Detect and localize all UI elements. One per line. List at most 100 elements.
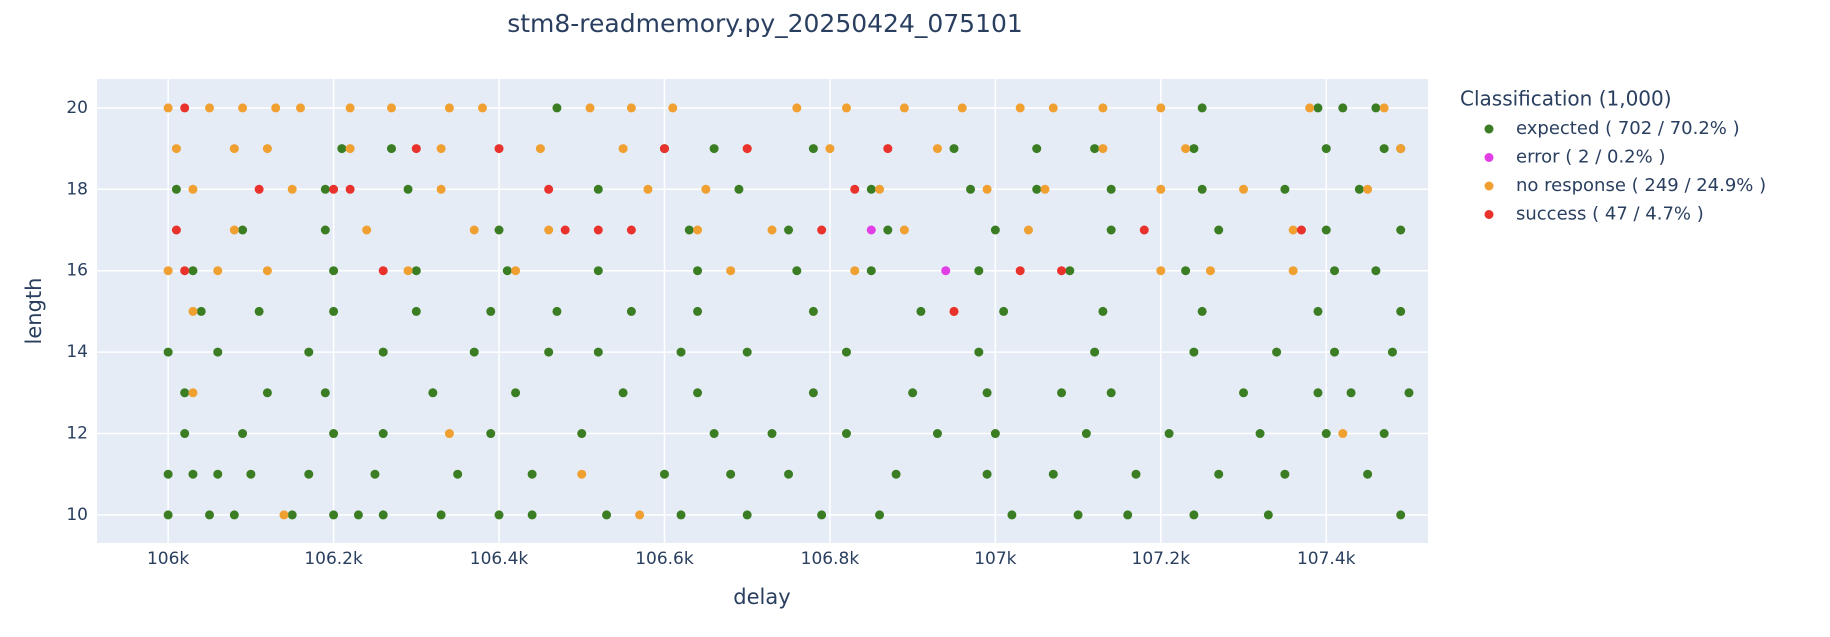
plot-area xyxy=(97,79,1428,543)
data-point xyxy=(1139,225,1149,235)
data-point xyxy=(1363,469,1373,479)
legend-title: Classification (1,000) xyxy=(1460,87,1672,111)
data-point xyxy=(188,306,198,316)
data-point xyxy=(378,266,388,276)
data-point xyxy=(238,429,248,439)
data-point xyxy=(213,347,223,357)
data-point xyxy=(436,144,446,154)
data-point xyxy=(1081,429,1091,439)
data-point xyxy=(1346,388,1356,398)
data-point xyxy=(477,103,487,113)
data-point xyxy=(990,225,1000,235)
data-point xyxy=(883,144,893,154)
legend-marker xyxy=(1484,153,1494,162)
data-point xyxy=(1057,388,1067,398)
data-point xyxy=(941,266,951,276)
data-point xyxy=(1296,225,1306,235)
data-point xyxy=(585,103,595,113)
data-point xyxy=(345,103,355,113)
y-tick-label: 12 xyxy=(66,424,88,444)
data-point xyxy=(494,144,504,154)
data-point xyxy=(1272,347,1282,357)
data-point xyxy=(792,103,802,113)
data-point xyxy=(1338,103,1348,113)
data-point xyxy=(643,184,653,194)
data-point xyxy=(403,266,413,276)
data-point xyxy=(875,184,885,194)
data-point xyxy=(593,347,603,357)
data-point xyxy=(1396,144,1406,154)
data-point xyxy=(784,469,794,479)
data-point xyxy=(262,144,272,154)
data-point xyxy=(345,184,355,194)
data-point xyxy=(163,347,173,357)
data-point xyxy=(1330,347,1340,357)
data-point xyxy=(841,103,851,113)
data-point xyxy=(180,388,190,398)
data-point xyxy=(163,266,173,276)
data-point xyxy=(1189,347,1199,357)
data-point xyxy=(1065,266,1075,276)
data-point xyxy=(1280,469,1290,479)
y-tick-label: 14 xyxy=(66,342,88,362)
data-point xyxy=(891,469,901,479)
y-tick-label: 20 xyxy=(66,98,88,118)
data-point xyxy=(875,510,885,520)
data-point xyxy=(1379,144,1389,154)
data-point xyxy=(684,225,694,235)
data-point xyxy=(271,103,281,113)
data-point xyxy=(469,347,479,357)
data-point xyxy=(494,510,504,520)
data-point xyxy=(1106,388,1116,398)
data-point xyxy=(1321,429,1331,439)
legend: expected ( 702 / 70.2% ) error ( 2 / 0.2%… xyxy=(1484,118,1766,225)
data-point xyxy=(213,469,223,479)
data-point xyxy=(188,388,198,398)
x-tick-label: 107.2k xyxy=(1132,549,1191,569)
data-point xyxy=(1214,469,1224,479)
data-point xyxy=(932,429,942,439)
data-point xyxy=(163,510,173,520)
data-point xyxy=(577,469,587,479)
data-point xyxy=(1288,266,1298,276)
data-point xyxy=(866,225,876,235)
data-point xyxy=(932,144,942,154)
legend-marker xyxy=(1484,181,1494,191)
data-point xyxy=(850,266,860,276)
data-point xyxy=(1214,225,1224,235)
data-point xyxy=(982,388,992,398)
data-point xyxy=(1197,103,1207,113)
data-point xyxy=(1032,184,1042,194)
data-point xyxy=(742,144,752,154)
data-point xyxy=(1040,184,1050,194)
data-point xyxy=(676,347,686,357)
data-point xyxy=(345,144,355,154)
data-point xyxy=(254,306,264,316)
data-point xyxy=(544,225,554,235)
data-point xyxy=(337,144,347,154)
data-point xyxy=(180,266,190,276)
data-point xyxy=(635,510,645,520)
data-point xyxy=(1106,184,1116,194)
data-point xyxy=(287,184,297,194)
x-tick-label: 106.8k xyxy=(801,549,860,569)
data-point xyxy=(1371,266,1381,276)
data-point xyxy=(1156,266,1166,276)
data-point xyxy=(163,103,173,113)
data-point xyxy=(668,103,678,113)
data-point xyxy=(246,469,256,479)
data-point xyxy=(378,347,388,357)
data-point xyxy=(792,266,802,276)
data-point xyxy=(205,510,215,520)
data-point xyxy=(320,388,330,398)
y-tick-label: 18 xyxy=(66,179,88,199)
data-point xyxy=(378,429,388,439)
data-point xyxy=(436,184,446,194)
data-point xyxy=(1057,266,1067,276)
data-point xyxy=(693,388,703,398)
data-point xyxy=(1321,144,1331,154)
data-point xyxy=(966,184,976,194)
data-point xyxy=(436,510,446,520)
data-point xyxy=(899,225,909,235)
